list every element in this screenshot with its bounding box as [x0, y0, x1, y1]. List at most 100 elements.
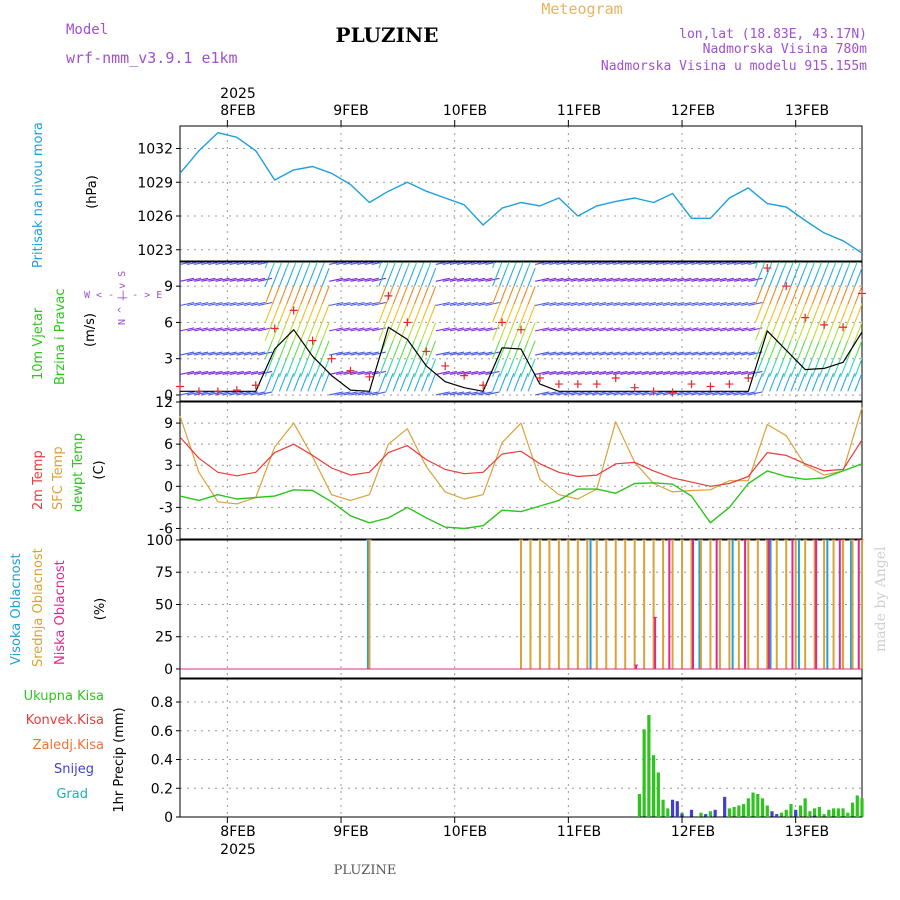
y-tick-label: 0.8	[151, 695, 173, 711]
wind-arrow	[818, 262, 823, 269]
wind-arrow	[726, 391, 742, 396]
wind-arrow	[428, 340, 437, 359]
gust-marker	[554, 380, 563, 389]
wind-arrow	[278, 267, 287, 287]
wind-arrow	[513, 267, 522, 287]
bottom-day-label: 9FEB	[333, 824, 368, 840]
wind-arrow	[712, 327, 727, 332]
wind-arrow	[684, 370, 699, 375]
wind-arrow	[343, 391, 358, 396]
wind-arrow	[655, 391, 671, 396]
y-tick-label: -6	[159, 521, 173, 537]
wind-arrow	[613, 277, 628, 282]
wind-arrow	[378, 304, 387, 323]
wind-arrow	[442, 351, 457, 356]
wind-arrow	[513, 373, 522, 392]
wind-arrow	[833, 286, 842, 305]
wind-arrow	[527, 373, 536, 392]
wind-arrow	[520, 340, 529, 359]
wind-arrow	[435, 370, 450, 375]
wind-arrow	[180, 351, 195, 356]
wind-arrow	[350, 277, 365, 282]
wind-arrow	[797, 286, 806, 305]
wind-arrow	[357, 370, 372, 375]
cloud-mid-title: Srednja Oblacnost	[31, 548, 46, 667]
wind-arrow	[599, 277, 614, 282]
wind-arrow	[563, 327, 578, 332]
wind-speed-line	[180, 326, 863, 392]
wind-arrow	[513, 286, 522, 305]
wind-arrow	[818, 322, 827, 341]
wind-arrow	[321, 340, 330, 359]
precip-bar	[675, 801, 679, 817]
wind-arrow	[606, 391, 621, 396]
wind-arrow	[762, 322, 771, 341]
wind-arrow	[464, 301, 479, 307]
wind-arrow	[485, 262, 500, 265]
wind-arrow	[825, 262, 830, 269]
gust-marker	[611, 374, 620, 383]
wind-arrow	[229, 277, 244, 282]
wind-arrow	[449, 391, 465, 396]
wind-arrow	[854, 304, 862, 323]
wind-arrow	[222, 391, 237, 396]
wind-arrow	[478, 370, 493, 375]
wind-arrow	[201, 391, 216, 396]
wind-arrow	[655, 351, 671, 356]
wind-arrow	[357, 262, 372, 265]
wind-arrow	[471, 301, 486, 307]
wind-arrow	[392, 262, 397, 269]
wind-arrow	[406, 304, 415, 323]
wind-arrow	[293, 322, 302, 341]
wind-arrow	[797, 267, 806, 287]
wind-arrow	[506, 262, 510, 269]
wind-arrow	[677, 370, 692, 375]
wind-arrow	[236, 277, 251, 282]
wind-arrow	[705, 391, 720, 396]
wind-arrow	[556, 391, 571, 396]
wind-arrow	[655, 277, 671, 282]
wind-arrow	[399, 262, 404, 269]
wind-arrow	[286, 322, 295, 341]
wind-arrow	[833, 373, 842, 392]
wind-arrow	[570, 351, 585, 356]
wind-arrow	[556, 370, 571, 375]
wind-arrow	[734, 277, 749, 282]
wind-arrow	[278, 358, 287, 378]
wind-arrow	[776, 373, 785, 392]
wind-arrow	[293, 304, 302, 323]
wind-arrow	[492, 358, 501, 378]
wind-arrow	[314, 340, 323, 359]
wind-arrow	[442, 301, 457, 307]
wind-arrow	[406, 322, 415, 341]
wind-arrow	[840, 267, 849, 287]
wind-arrow	[734, 327, 749, 332]
wind-arrow	[456, 391, 472, 396]
wind-arrow	[399, 267, 408, 287]
wind-arrow	[840, 322, 849, 341]
wind-arrow	[229, 370, 244, 375]
wind-arrow	[464, 262, 479, 265]
wind-arrow	[527, 262, 532, 269]
wind-arrow	[847, 267, 856, 287]
precip-bar	[855, 795, 859, 817]
wind-arrow	[677, 327, 692, 332]
wind-arrow	[719, 301, 735, 307]
wind-arrow	[215, 351, 230, 356]
wind-arrow	[797, 358, 806, 378]
wind-arrow	[250, 370, 266, 375]
wind-arrow	[627, 351, 642, 356]
wind-arrow	[208, 262, 223, 265]
wind-arrow	[357, 277, 372, 282]
wind-arrow	[825, 322, 834, 341]
top-day-label: 9FEB	[333, 103, 368, 119]
wind-arrow	[478, 262, 493, 265]
wind-arrow	[634, 262, 649, 265]
wind-arrow	[520, 373, 529, 392]
wind-arrow	[556, 301, 571, 307]
wind-arrow	[797, 304, 806, 323]
wind-arrow	[506, 340, 515, 359]
wind-arrow	[392, 286, 401, 305]
wind-arrow	[314, 262, 318, 269]
precip-bar	[661, 799, 665, 817]
